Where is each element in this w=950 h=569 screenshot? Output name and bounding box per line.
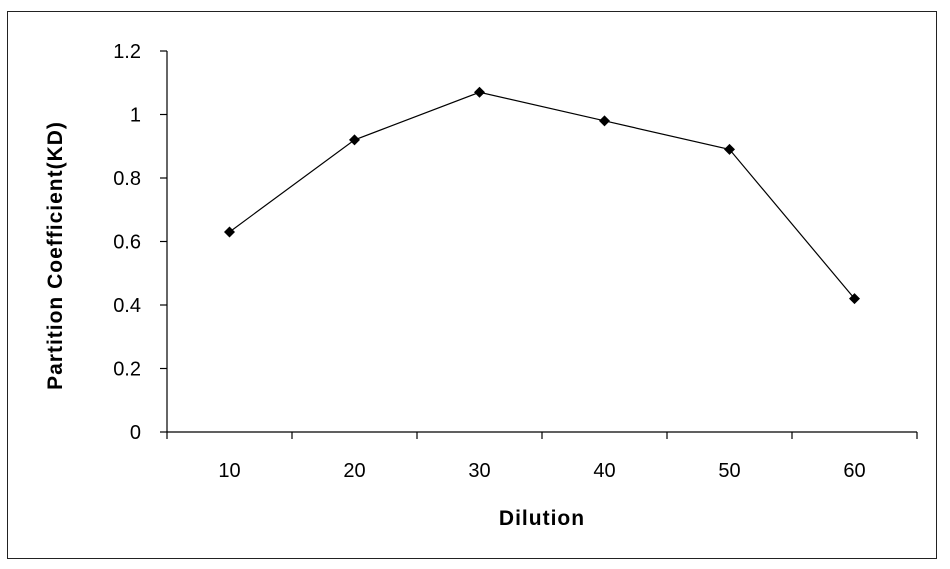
chart-frame bbox=[7, 11, 937, 559]
x-tick-label: 60 bbox=[843, 460, 865, 482]
x-axis-title: Dilution bbox=[499, 507, 585, 530]
x-tick-label: 30 bbox=[468, 460, 490, 482]
data-point-marker bbox=[599, 115, 610, 127]
x-tick-label: 50 bbox=[718, 460, 740, 482]
y-tick-label: 0.8 bbox=[113, 168, 141, 190]
x-tick-label: 20 bbox=[343, 460, 365, 482]
data-point-marker bbox=[349, 134, 360, 146]
x-tick-label: 10 bbox=[218, 460, 240, 482]
y-axis: 0 0.2 0.4 0.6 0.8 1 1.2 bbox=[113, 41, 168, 444]
y-tick-label: 0.2 bbox=[113, 359, 141, 381]
data-point-marker bbox=[849, 293, 860, 305]
y-tick-label: 1.2 bbox=[113, 41, 141, 63]
y-tick-label: 0 bbox=[130, 422, 141, 444]
data-point-marker bbox=[724, 143, 735, 155]
y-tick-label: 0.4 bbox=[113, 295, 141, 317]
data-point-marker bbox=[474, 86, 485, 98]
y-axis-title: Partition Coefficient(KD) bbox=[44, 121, 67, 390]
x-tick-label: 40 bbox=[593, 460, 615, 482]
x-axis: 10 20 30 40 50 60 bbox=[166, 431, 918, 482]
y-tick-label: 1 bbox=[130, 105, 141, 127]
series-layer bbox=[224, 86, 860, 305]
data-point-marker bbox=[224, 226, 235, 238]
series-line bbox=[229, 91, 855, 300]
y-tick-label: 0.6 bbox=[113, 232, 141, 254]
